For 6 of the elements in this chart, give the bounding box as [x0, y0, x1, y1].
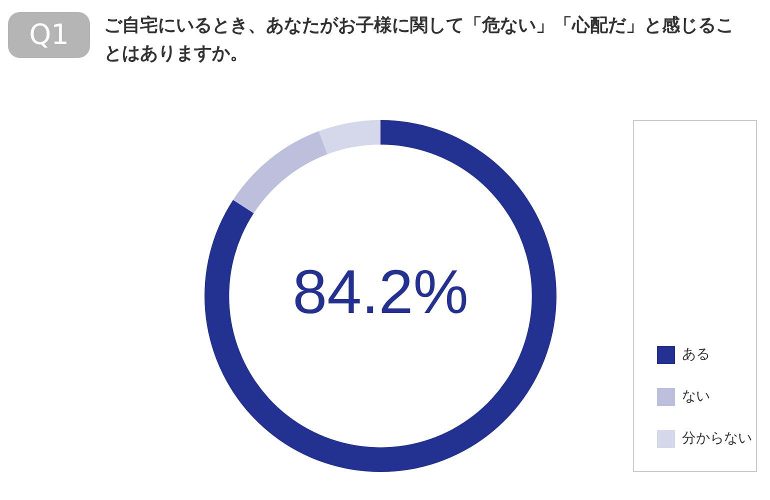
text: Q1 — [8, 12, 90, 58]
data-label: 84.2% — [292, 258, 468, 328]
legend-label: ない — [682, 388, 710, 405]
legend-label: 分からない — [682, 430, 752, 447]
chart-title: ご自宅にいるとき、あなたがお子様に関して「危ない」「心配だ」と感じることはありますか。 — [104, 14, 735, 66]
legend-label: ある — [682, 346, 710, 363]
